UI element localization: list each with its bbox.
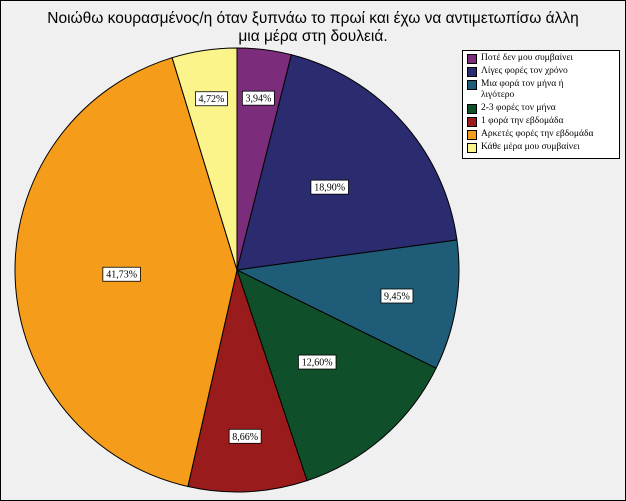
legend-item-7: Κάθε μέρα μου συμβαίνει (467, 142, 616, 153)
legend-label-line: Λίγες φορές τον χρόνο (481, 66, 568, 76)
slice-label-6: 41,73% (102, 266, 141, 282)
legend-label-line: Αρκετές φορές την εβδομάδα (481, 129, 594, 139)
legend-item-1: Ποτέ δεν μου συμβαίνει (467, 53, 616, 64)
legend-swatch (467, 117, 477, 127)
pie-slice-4 (236, 269, 437, 482)
legend-label: Λίγες φορές τον χρόνο (481, 66, 616, 77)
legend-label: Μια φορά τον μήνα ή λιγότερο (481, 79, 616, 101)
slice-label-7: 4,72% (195, 91, 228, 107)
legend-label-line: Μια φορά τον μήνα ή (481, 79, 564, 89)
slice-label-text: 9,45% (384, 292, 410, 303)
slice-label-3: 9,45% (380, 288, 414, 304)
legend-label: Αρκετές φορές την εβδομάδα (481, 129, 616, 140)
pie-slice-5 (187, 268, 308, 493)
pie-slices (14, 47, 460, 493)
slice-label-box (228, 428, 262, 444)
slice-label-text: 3,94% (245, 94, 271, 105)
legend-swatch (467, 67, 477, 77)
legend-item-4: 2-3 φορές τον μήνα (467, 103, 616, 114)
legend-item-2: Λίγες φορές τον χρόνο (467, 66, 616, 77)
legend-swatch (467, 80, 477, 90)
chart-title-line-2: μια μέρα στη δουλειά. (238, 28, 388, 45)
legend-label: Κάθε μέρα μου συμβαίνει (481, 142, 616, 153)
legend-label-line: λιγότερο (481, 90, 515, 100)
legend-label-line: Ποτέ δεν μου συμβαίνει (481, 53, 573, 63)
slice-label-5: 8,66% (228, 428, 262, 444)
slice-label-box (298, 354, 337, 370)
legend-swatch (467, 54, 477, 64)
legend-label: Ποτέ δεν μου συμβαίνει (481, 53, 616, 64)
slice-label-box (241, 90, 275, 106)
slice-label-2: 18,90% (310, 179, 349, 195)
legend-item-6: Αρκετές φορές την εβδομάδα (467, 129, 616, 140)
slice-label-box (310, 179, 349, 195)
slice-label-1: 3,94% (241, 90, 275, 106)
pie-labels: 3,94% 18,90% 9,45% 12,60% 8,66% 41,73% 4,72% (102, 90, 414, 444)
slice-label-text: 18,90% (314, 183, 345, 194)
legend-label-line: Κάθε μέρα μου συμβαίνει (481, 142, 580, 152)
legend-label: 1 φορά την εβδομάδα (481, 116, 616, 127)
pie-slice-2 (236, 54, 458, 271)
legend-swatch (467, 130, 477, 140)
legend-swatch (467, 143, 477, 153)
slice-label-text: 12,60% (302, 358, 333, 369)
legend-item-5: 1 φορά την εβδομάδα (467, 116, 616, 127)
slice-label-text: 41,73% (106, 270, 137, 281)
legend-swatch (467, 104, 477, 114)
legend-label-line: 1 φορά την εβδομάδα (481, 116, 564, 126)
chart-legend: Ποτέ δεν μου συμβαίνει Λίγες φορές τον χρ… (462, 50, 620, 159)
slice-label-text: 4,72% (198, 94, 224, 105)
legend-label-line: 2-3 φορές τον μήνα (481, 103, 556, 113)
slice-label-text: 8,66% (232, 432, 258, 443)
slice-label-box (195, 91, 228, 107)
chart-title-line-1: Νοιώθω κουρασμένος/η όταν ξυπνάω το πρωί… (47, 10, 579, 27)
slice-label-box (380, 288, 414, 304)
legend-item-3: Μια φορά τον μήνα ή λιγότερο (467, 79, 616, 101)
legend-label: 2-3 φορές τον μήνα (481, 103, 616, 114)
slice-label-box (102, 266, 141, 282)
slice-label-4: 12,60% (298, 354, 337, 370)
chart-title: Νοιώθω κουρασμένος/η όταν ξυπνάω το πρωί… (0, 10, 626, 46)
pie-slice-3 (235, 239, 460, 369)
